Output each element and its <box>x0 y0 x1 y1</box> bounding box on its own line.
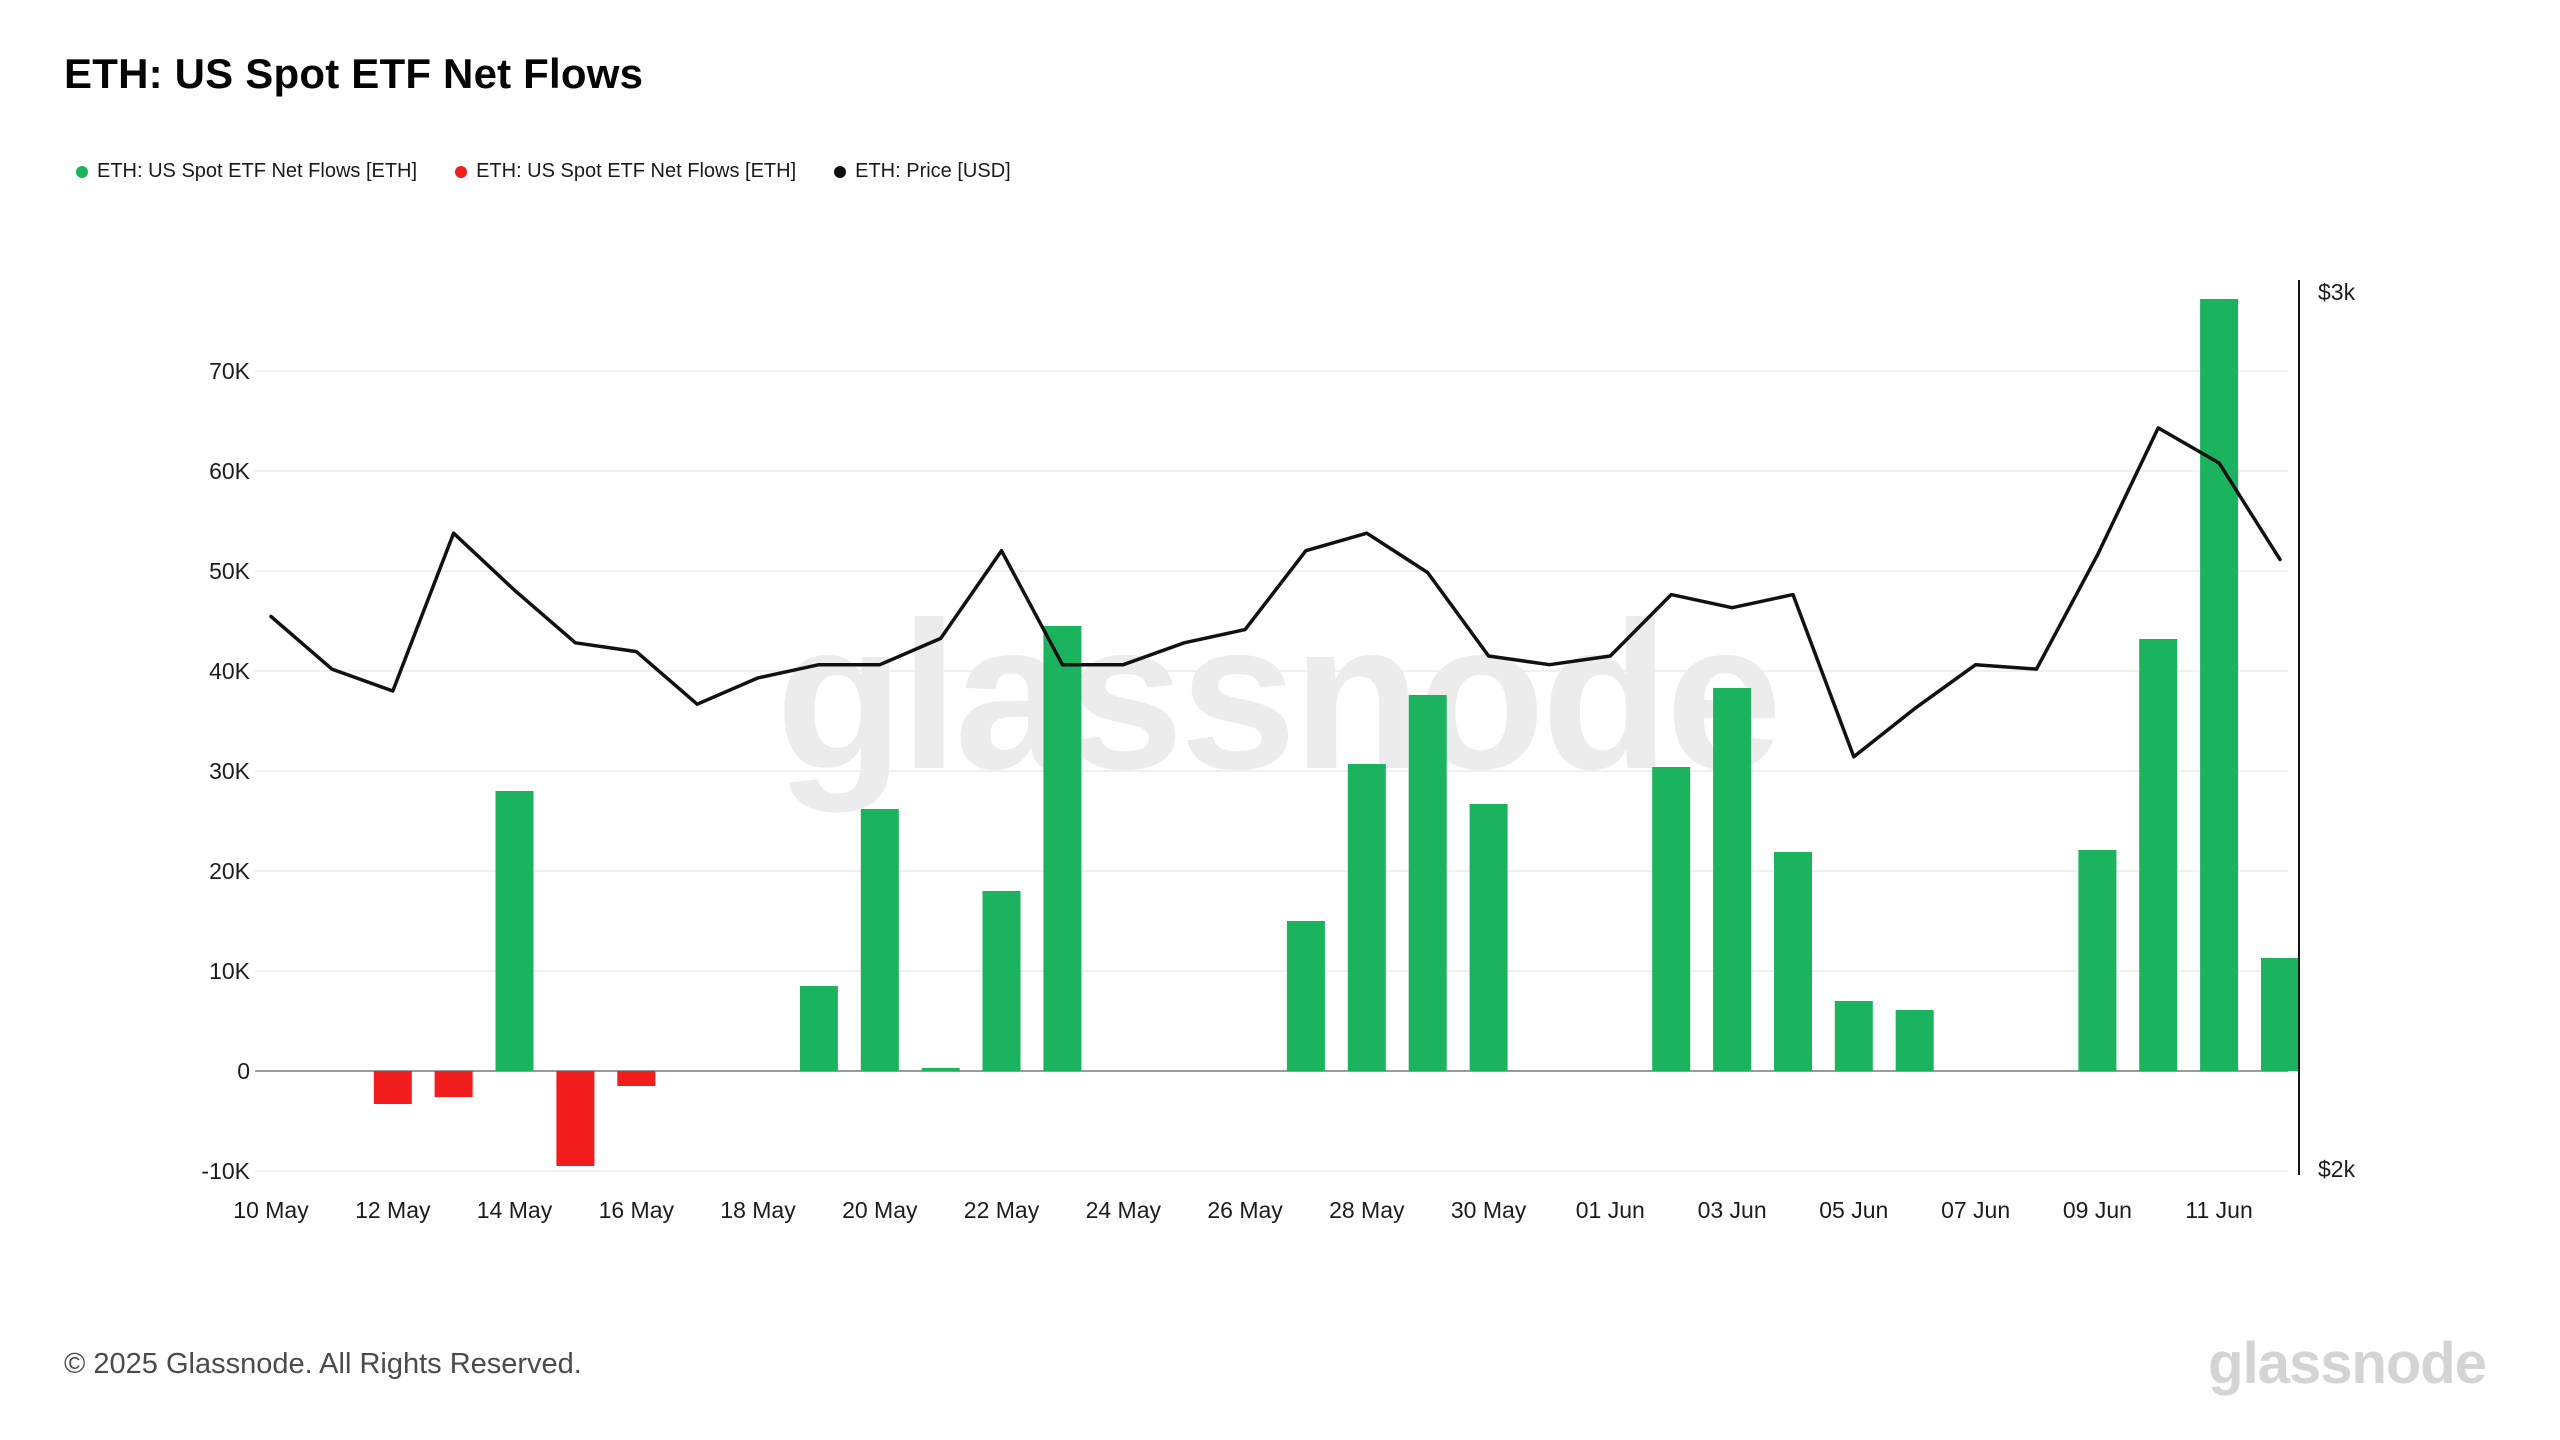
x-axis-label-24-May: 24 May <box>1086 1197 1162 1223</box>
bar-29 May[interactable] <box>1408 695 1447 1071</box>
x-axis-label-26-May: 26 May <box>1207 1197 1283 1223</box>
right-axis-label-$2k: $2k <box>2318 1156 2356 1182</box>
bar-13 May[interactable] <box>434 1071 473 1097</box>
bar-14 May[interactable] <box>495 791 534 1071</box>
legend-item-netflows-negative[interactable]: ETH: US Spot ETF Net Flows [ETH] <box>455 160 796 183</box>
x-axis-label-20-May: 20 May <box>842 1197 918 1223</box>
x-axis-label-28-May: 28 May <box>1329 1197 1405 1223</box>
legend-label: ETH: US Spot ETF Net Flows [ETH] <box>97 160 418 182</box>
bar-12 Jun[interactable] <box>2261 958 2299 1071</box>
bar-20 May[interactable] <box>860 809 899 1071</box>
bar-30 May[interactable] <box>1469 804 1508 1071</box>
left-axis-label-70K: 70K <box>209 358 251 384</box>
left-axis-label-0: 0 <box>237 1058 250 1084</box>
bar-28 May[interactable] <box>1347 764 1386 1071</box>
x-axis-label-07-Jun: 07 Jun <box>1941 1197 2010 1223</box>
left-axis-label-20K: 20K <box>209 858 251 884</box>
x-axis-label-30-May: 30 May <box>1451 1197 1527 1223</box>
legend-item-netflows-positive[interactable]: ETH: US Spot ETF Net Flows [ETH] <box>76 160 417 183</box>
x-axis-label-11-Jun: 11 Jun <box>2185 1197 2252 1223</box>
bar-10 Jun[interactable] <box>2139 639 2178 1071</box>
x-axis-label-18-May: 18 May <box>720 1197 796 1223</box>
bar-06 Jun[interactable] <box>1895 1010 1934 1071</box>
left-axis-label-50K: 50K <box>209 558 251 584</box>
left-axis-label-60K: 60K <box>209 458 251 484</box>
bar-16 May[interactable] <box>617 1071 656 1086</box>
x-axis-label-12-May: 12 May <box>355 1197 431 1223</box>
footer-copyright: © 2025 Glassnode. All Rights Reserved. <box>64 1348 582 1380</box>
x-axis-label-05-Jun: 05 Jun <box>1819 1197 1888 1223</box>
bar-12 May[interactable] <box>373 1071 412 1104</box>
bar-05 Jun[interactable] <box>1834 1001 1873 1071</box>
right-axis-label-$3k: $3k <box>2318 279 2356 305</box>
legend-label: ETH: US Spot ETF Net Flows [ETH] <box>476 160 797 182</box>
x-axis-label-10-May: 10 May <box>233 1197 309 1223</box>
bar-21 May[interactable] <box>921 1068 960 1071</box>
bar-03 Jun[interactable] <box>1713 688 1752 1071</box>
bar-15 May[interactable] <box>556 1071 595 1166</box>
page-title: ETH: US Spot ETF Net Flows <box>64 50 644 97</box>
left-axis-label-30K: 30K <box>209 758 251 784</box>
bar-11 Jun[interactable] <box>2200 299 2239 1071</box>
x-axis-label-22-May: 22 May <box>964 1197 1040 1223</box>
chart-root: glassnode 70K 60K 50K 40K 30K 20K 10K 0 -10K 10 Ma… <box>201 279 2355 1223</box>
x-axis-label-09-Jun: 09 Jun <box>2063 1197 2132 1223</box>
legend-label: ETH: Price [USD] <box>855 160 1011 182</box>
left-axis-label--10K: -10K <box>201 1158 250 1184</box>
x-axis-label-14-May: 14 May <box>477 1197 553 1223</box>
legend-dot-red-icon <box>455 165 468 178</box>
bar-27 May[interactable] <box>1286 921 1325 1071</box>
chart-legend: ETH: US Spot ETF Net Flows [ETH] ETH: US… <box>76 160 1011 183</box>
left-axis-label-40K: 40K <box>209 658 251 684</box>
glassnode-watermark-corner: glassnode <box>2208 1331 2487 1396</box>
bar-19 May[interactable] <box>799 986 838 1071</box>
price-line[interactable] <box>269 426 2282 759</box>
bar-23 May[interactable] <box>1043 626 1082 1071</box>
bar-09 Jun[interactable] <box>2078 850 2117 1071</box>
x-axis-label-03-Jun: 03 Jun <box>1698 1197 1767 1223</box>
x-axis-label-01-Jun: 01 Jun <box>1576 1197 1645 1223</box>
glassnode-watermark-center: glassnode <box>776 578 1779 813</box>
bar-04 Jun[interactable] <box>1774 852 1812 1071</box>
legend-dot-black-icon <box>834 165 847 178</box>
left-axis-label-10K: 10K <box>209 958 251 984</box>
x-axis-label-16-May: 16 May <box>599 1197 675 1223</box>
bar-02 Jun[interactable] <box>1652 767 1691 1071</box>
legend-item-price[interactable]: ETH: Price [USD] <box>834 160 1011 183</box>
bar-22 May[interactable] <box>982 891 1021 1071</box>
legend-dot-green-icon <box>76 165 88 178</box>
